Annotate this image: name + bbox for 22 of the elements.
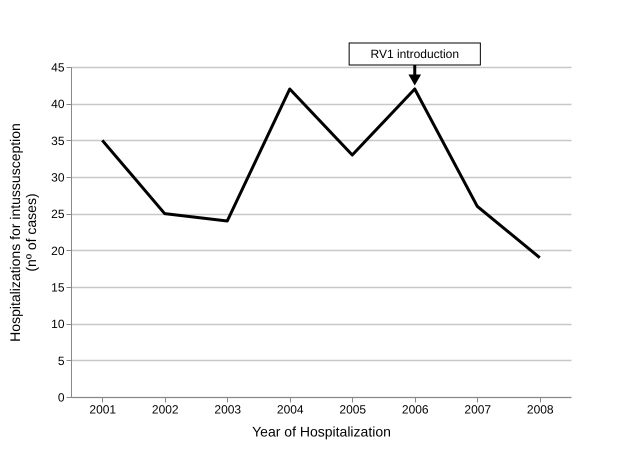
x-tick-label: 2002 [152,402,179,416]
y-tick-label: 0 [58,390,65,404]
y-tick-label: 10 [51,317,65,332]
x-tick-label: 2001 [89,402,116,416]
x-tick-label: 2005 [339,402,366,416]
annotation: RV1 introduction [370,47,459,61]
x-tick-label: 2006 [402,402,429,416]
y-tick-label: 25 [51,207,65,222]
x-tick-label: 2003 [214,402,242,416]
y-tick-label: 15 [51,280,65,294]
y-tick-label: 45 [51,60,65,74]
y-tick-label: 40 [51,97,65,112]
y-tick-label: 35 [51,134,65,148]
line-series [100,88,542,260]
x-tick-label: 2004 [276,402,304,416]
y-axis-title: Hospitalizations for intussusception (nº of cases) [7,123,40,342]
y-tick-label: 30 [51,170,65,184]
y-tick-label: 20 [51,244,65,258]
x-tick-label: 2007 [464,402,492,416]
x-axis-title: Year of Hospitalization [252,424,391,440]
y-tick-label: 5 [58,354,65,368]
x-tick-label: 2008 [526,402,554,416]
